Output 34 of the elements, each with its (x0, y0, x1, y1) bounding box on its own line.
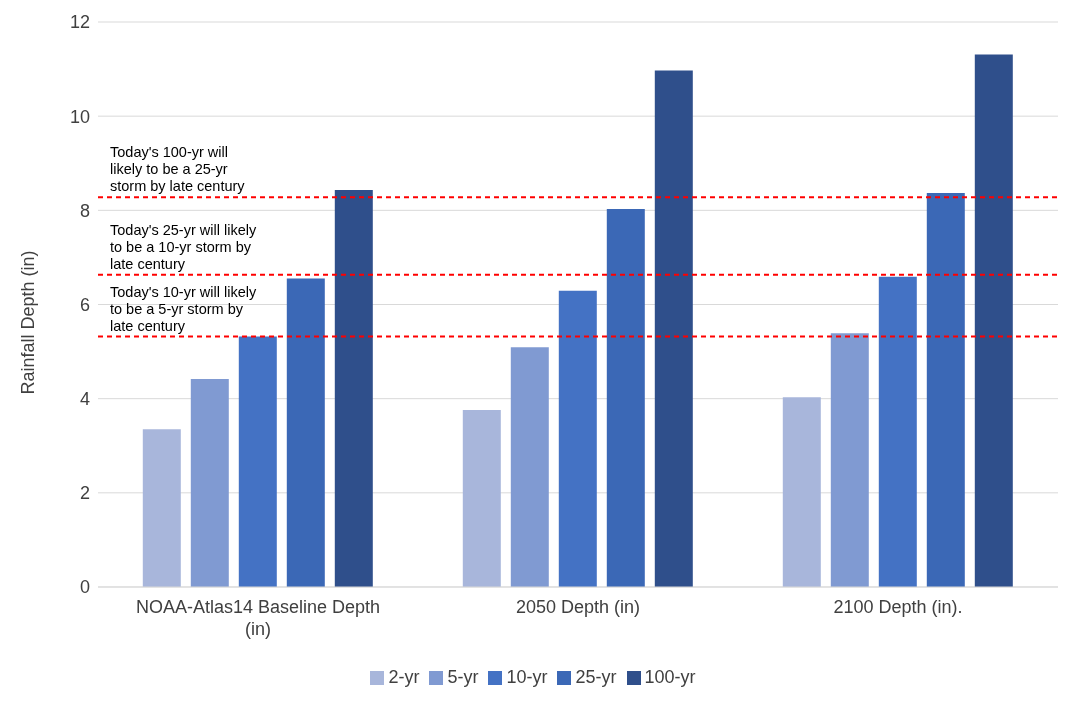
bar (334, 190, 373, 587)
bar (782, 397, 821, 587)
x-tick-label: NOAA-Atlas14 Baseline Depth (in) (135, 597, 381, 639)
y-tick-label: 0 (79, 577, 90, 598)
bar (878, 276, 917, 587)
bar (974, 54, 1013, 587)
y-tick-label: 6 (79, 294, 90, 315)
bar (142, 429, 181, 587)
bar (558, 290, 597, 587)
bar (830, 333, 869, 587)
bar (190, 378, 229, 587)
y-tick-label: 4 (79, 389, 90, 410)
y-tick-label: 12 (69, 12, 90, 33)
ref-line-label: Today's 100-yr will likely to be a 25-yr storm by late century (110, 144, 246, 195)
y-tick-label: 10 (69, 106, 90, 127)
y-axis-title: Rainfall Depth (in) (18, 250, 39, 395)
bar (238, 336, 277, 587)
legend-label: 5-yr (447, 667, 479, 687)
y-tick-label: 8 (79, 200, 90, 221)
bar (286, 278, 325, 587)
legend-label: 2-yr (388, 667, 420, 687)
legend-label: 100-yr (644, 667, 696, 687)
x-tick-label: 2100 Depth (in). (833, 597, 963, 617)
bar (462, 409, 501, 587)
bar (510, 347, 549, 587)
ref-line-label: Today's 25-yr will likely to be a 10-yr storm by late century (110, 221, 257, 272)
bar (606, 208, 645, 587)
legend-label: 10-yr (506, 667, 548, 687)
y-tick-label: 2 (79, 483, 90, 504)
x-tick-label: 2050 Depth (in) (515, 597, 641, 617)
ref-line-label: Today's 10-yr will likely to be a 5-yr storm by late century (110, 283, 257, 334)
bar (654, 70, 693, 587)
bar (926, 192, 965, 587)
legend-label: 25-yr (575, 667, 617, 687)
